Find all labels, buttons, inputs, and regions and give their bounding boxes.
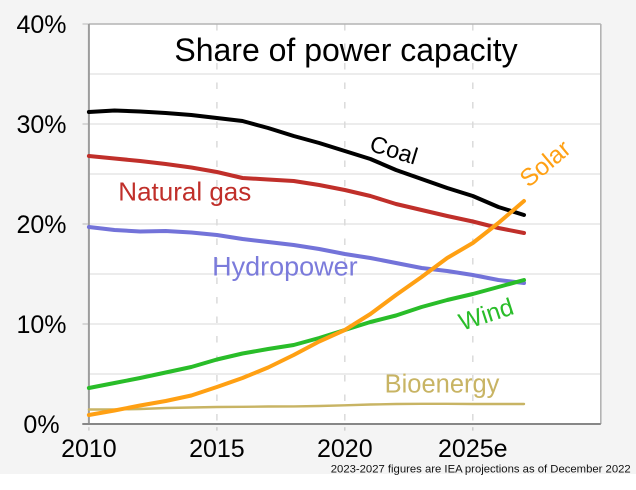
svg-text:20%: 20% (16, 211, 66, 239)
svg-text:2025e: 2025e (438, 435, 508, 463)
svg-text:30%: 30% (16, 111, 66, 139)
svg-text:2023-2027 figures are IEA proj: 2023-2027 figures are IEA projections as… (331, 464, 631, 476)
svg-text:10%: 10% (16, 311, 66, 339)
svg-text:Bioenergy: Bioenergy (385, 370, 500, 398)
svg-text:Hydropower: Hydropower (212, 252, 358, 282)
svg-text:2020: 2020 (317, 435, 373, 463)
svg-text:Share of power capacity: Share of power capacity (174, 32, 517, 68)
svg-text:0%: 0% (23, 411, 59, 439)
svg-text:2015: 2015 (189, 435, 245, 463)
svg-text:Natural gas: Natural gas (118, 177, 251, 207)
svg-text:2010: 2010 (61, 435, 117, 463)
svg-text:40%: 40% (16, 11, 66, 39)
